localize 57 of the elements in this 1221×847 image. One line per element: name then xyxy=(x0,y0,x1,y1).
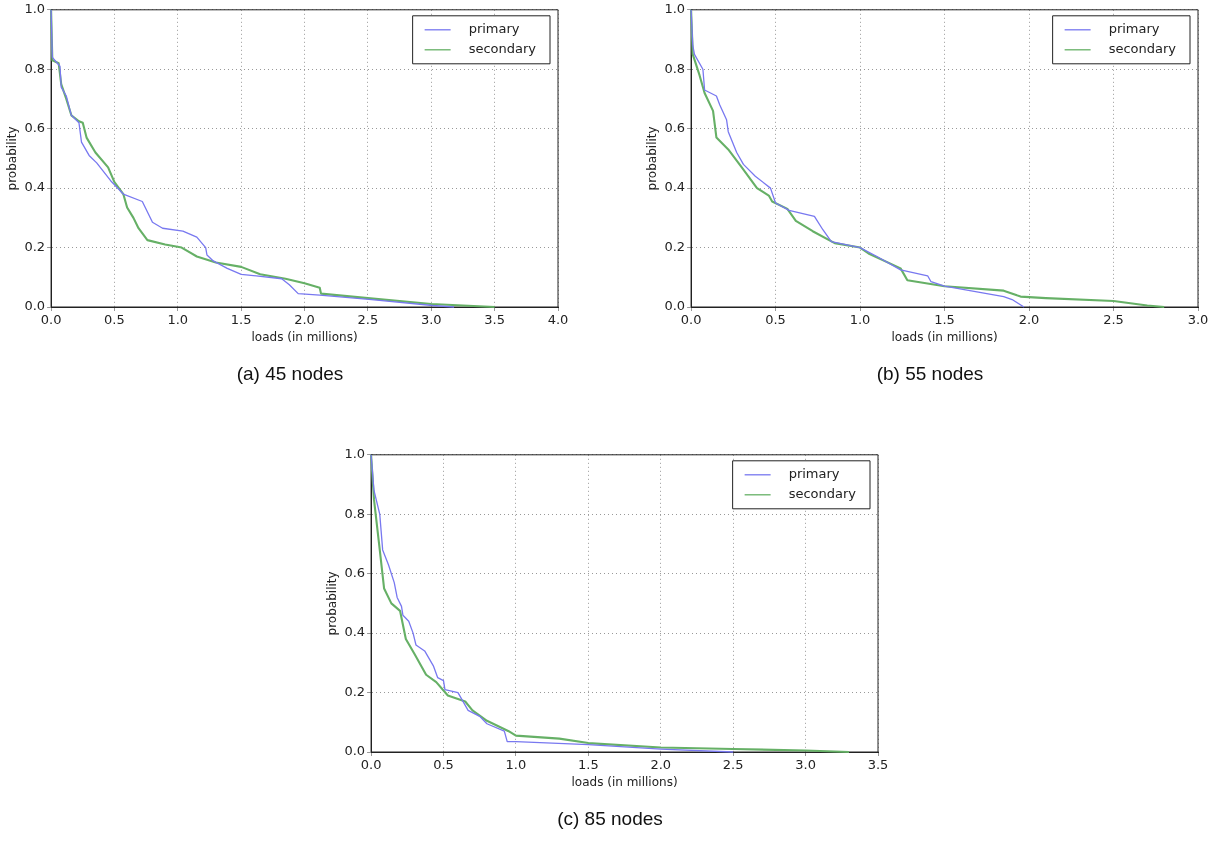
y-tick-label: 0.2 xyxy=(24,238,46,254)
x-tick-label: 2.0 xyxy=(1018,312,1040,328)
x-tick-label: 0.5 xyxy=(765,312,786,328)
y-tick-label: 1.0 xyxy=(344,446,366,462)
x-tick-label: 1.5 xyxy=(577,757,599,773)
legend-label: primary xyxy=(1108,21,1160,37)
y-tick-label: 0.4 xyxy=(344,624,366,640)
y-tick-label: 0.6 xyxy=(24,120,46,136)
x-tick-label: 3.5 xyxy=(484,312,505,328)
x-tick-label: 0.5 xyxy=(433,757,454,773)
x-tick-label: 3.0 xyxy=(1187,312,1209,328)
x-tick-label: 3.0 xyxy=(795,757,816,773)
x-tick-label: 2.0 xyxy=(294,312,315,328)
text: (b) 55 nodes xyxy=(875,363,985,385)
x-axis-title: loads (in millions) xyxy=(251,329,358,344)
legend-label: secondary xyxy=(788,486,857,502)
legend-label: secondary xyxy=(1108,41,1177,57)
y-tick-label: 1.0 xyxy=(664,1,686,17)
y-tick-label: 0.0 xyxy=(344,743,366,759)
legend-label: primary xyxy=(468,21,520,37)
x-tick-label: 1.0 xyxy=(167,312,189,328)
y-tick-label: 0.6 xyxy=(344,565,366,581)
legend-label: secondary xyxy=(468,41,537,57)
y-axis-title: probability xyxy=(5,126,20,191)
x-tick-label: 2.5 xyxy=(357,312,379,328)
y-tick-label: 0.0 xyxy=(664,298,686,314)
x-tick-label: 1.0 xyxy=(849,312,871,328)
x-tick-label: 0.0 xyxy=(680,312,702,328)
x-tick-label: 3.5 xyxy=(867,757,889,773)
x-tick-label: 2.0 xyxy=(650,757,672,773)
text: (a) 45 nodes xyxy=(235,363,345,385)
y-tick-label: 0.2 xyxy=(664,238,686,254)
x-tick-label: 1.5 xyxy=(934,312,955,328)
x-tick-label: 1.5 xyxy=(230,312,252,328)
x-tick-label: 2.5 xyxy=(722,757,744,773)
x-axis-title: loads (in millions) xyxy=(891,329,998,344)
y-tick-label: 0.4 xyxy=(24,179,46,195)
x-tick-label: 2.5 xyxy=(1103,312,1124,328)
y-tick-label: 0.6 xyxy=(664,120,686,136)
legend-label: primary xyxy=(788,466,840,482)
x-axis-title: loads (in millions) xyxy=(571,774,678,789)
y-tick-label: 0.8 xyxy=(664,60,686,76)
x-tick-label: 0.0 xyxy=(360,757,382,773)
y-tick-label: 0.0 xyxy=(24,298,46,314)
y-axis-title: probability xyxy=(325,571,340,636)
y-tick-label: 0.8 xyxy=(24,60,46,76)
y-tick-label: 1.0 xyxy=(24,1,46,17)
y-tick-label: 0.2 xyxy=(344,683,366,699)
y-tick-label: 0.8 xyxy=(344,505,366,521)
x-tick-label: 3.0 xyxy=(420,312,442,328)
text: (c) 85 nodes xyxy=(556,808,664,830)
y-tick-label: 0.4 xyxy=(664,179,686,195)
x-tick-label: 0.0 xyxy=(40,312,62,328)
x-tick-label: 4.0 xyxy=(547,312,569,328)
x-tick-label: 1.0 xyxy=(505,757,527,773)
x-tick-label: 0.5 xyxy=(104,312,125,328)
y-axis-title: probability xyxy=(645,126,660,191)
